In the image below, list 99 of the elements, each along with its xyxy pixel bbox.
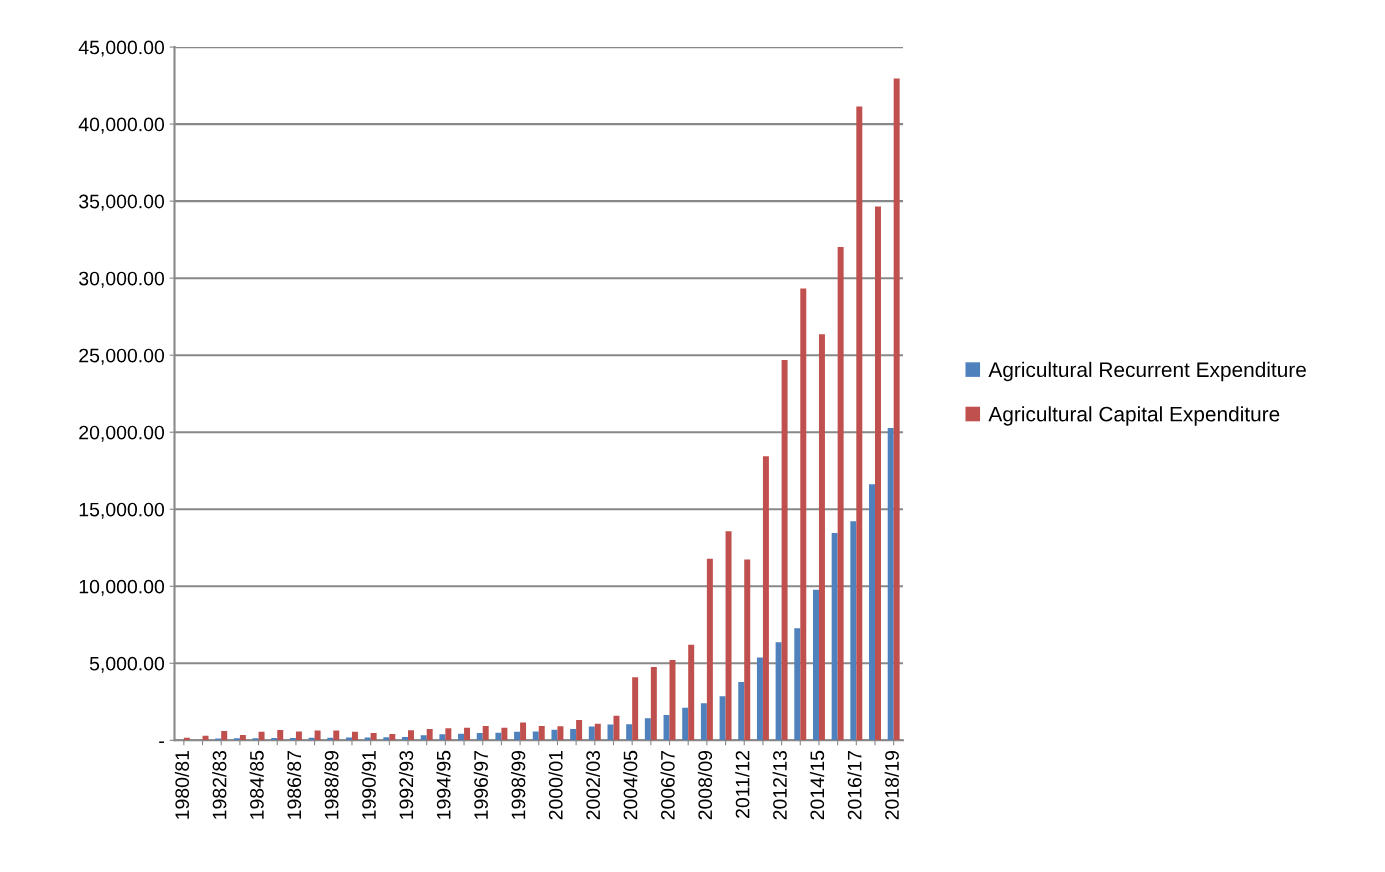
bar (570, 729, 577, 741)
bar (644, 718, 651, 741)
bar (408, 730, 414, 741)
x-tick-label: 2000/01 (548, 750, 563, 820)
bar (818, 334, 825, 741)
y-tick-label: 15,000.00 (79, 502, 165, 519)
bar (402, 736, 409, 741)
bar (650, 667, 657, 741)
y-tick-label: 45,000.00 (78, 40, 165, 57)
bar (856, 106, 863, 741)
bar (837, 246, 844, 741)
bar (738, 682, 745, 741)
bar (576, 719, 583, 741)
bar (495, 732, 502, 741)
y-tick-label: 5,000.00 (89, 656, 165, 673)
bar (887, 428, 894, 741)
y-tick-label: 35,000.00 (79, 194, 165, 211)
x-tick-label: 1986/87 (286, 751, 302, 819)
bar (426, 729, 433, 741)
bar (688, 644, 695, 741)
bar (476, 733, 483, 741)
legend-label: Agricultural Recurrent Expenditure (988, 361, 1306, 382)
bar (800, 288, 807, 741)
bar (538, 726, 545, 741)
bar (700, 703, 707, 741)
bar (626, 724, 633, 741)
bar (682, 707, 689, 741)
bar (239, 734, 246, 741)
bar (744, 559, 751, 741)
y-tick-label: 25,000.00 (79, 348, 165, 365)
y-tick-label: 20,000.00 (79, 425, 165, 442)
y-tick-label: 30,000.00 (79, 271, 165, 288)
x-tick-label: 1984/85 (249, 750, 264, 819)
bar (850, 521, 857, 741)
bar (775, 642, 782, 741)
x-tick-label: 2006/07 (660, 751, 675, 820)
bar (706, 558, 713, 741)
bar (781, 360, 788, 741)
bar (420, 735, 427, 741)
y-tick-label: - (159, 741, 164, 743)
bar (588, 726, 595, 741)
bar (389, 734, 396, 741)
bar (364, 737, 371, 741)
bar (663, 715, 670, 741)
bar (632, 677, 639, 741)
y-tick-label: 40,000.00 (78, 117, 165, 134)
bar (314, 730, 321, 741)
x-tick-label: 1990/91 (361, 750, 376, 819)
bar (756, 657, 763, 741)
x-tick-label: 1982/83 (212, 750, 227, 819)
x-tick-label: 1994/95 (436, 750, 451, 819)
bar (439, 734, 446, 741)
x-tick-label: 1998/99 (511, 750, 526, 819)
bar (669, 660, 676, 741)
bar (532, 731, 539, 741)
x-tick-label: 2012/13 (772, 750, 787, 820)
bar (277, 730, 284, 741)
bar (831, 532, 838, 741)
legend-label: Agricultural Capital Expenditure (988, 406, 1280, 426)
bar (233, 738, 240, 741)
bar (725, 531, 732, 741)
x-tick-label: 1992/93 (398, 750, 414, 819)
bar (557, 726, 564, 741)
x-tick-label: 2014/15 (809, 750, 825, 820)
bar (613, 715, 620, 741)
bar (458, 733, 465, 741)
y-tick-label: 10,000.00 (79, 579, 165, 596)
bar (258, 731, 265, 741)
x-tick-label: 1996/97 (473, 751, 488, 819)
bar (893, 78, 900, 741)
bar (295, 731, 302, 741)
x-tick-label: 1988/89 (324, 750, 339, 819)
x-tick-label: 2018/19 (884, 750, 899, 820)
bar (482, 726, 489, 741)
bar (501, 727, 508, 741)
bar (719, 696, 726, 741)
x-tick-label: 1980/81 (174, 750, 190, 819)
bar (762, 456, 769, 741)
x-tick-label: 2004/05 (623, 750, 638, 820)
x-tick-label: 2011/12 (735, 751, 750, 818)
bar (794, 628, 801, 741)
bar (351, 731, 358, 741)
bar (869, 484, 875, 741)
x-tick-label: 2008/09 (697, 750, 713, 820)
bar (594, 723, 601, 741)
x-tick-label: 2016/17 (847, 751, 862, 820)
bar (812, 589, 819, 741)
bar (252, 738, 259, 741)
bar (370, 733, 377, 741)
bar (551, 729, 558, 741)
bar (221, 731, 228, 741)
bar (445, 728, 452, 741)
bar (383, 737, 390, 741)
bar (514, 731, 521, 741)
bar (520, 722, 527, 741)
bar (464, 727, 471, 741)
bar (875, 206, 881, 741)
bar (333, 730, 340, 741)
x-tick-label: 2002/03 (585, 750, 601, 820)
